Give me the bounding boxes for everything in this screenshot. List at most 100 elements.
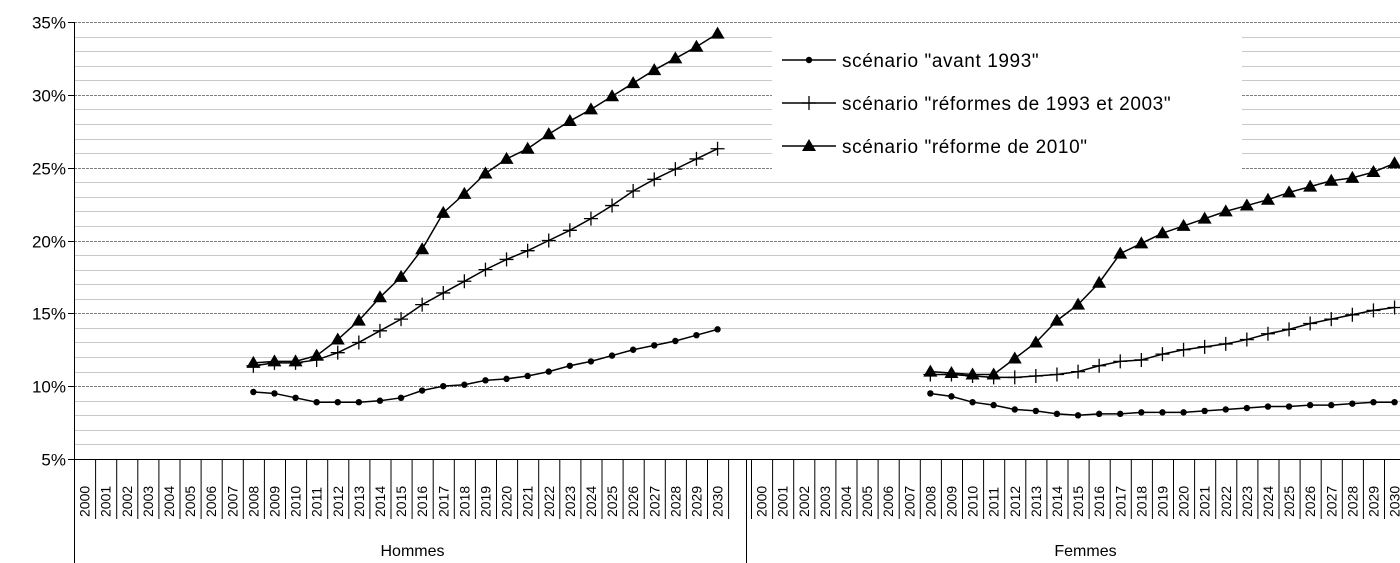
data-point: [1264, 403, 1272, 410]
data-point: [397, 394, 405, 402]
data-point: [457, 186, 472, 199]
data-point: [1071, 297, 1086, 310]
x-tick-label: 2025: [1281, 486, 1297, 517]
data-point: [1306, 401, 1314, 409]
x-tick-label: 2022: [1218, 486, 1234, 517]
data-point: [1370, 398, 1377, 406]
x-tick-label: 2030: [1387, 486, 1400, 517]
x-tick-label: 2009: [943, 486, 959, 517]
data-point: [1138, 409, 1145, 416]
x-tick-label: 2013: [1028, 486, 1044, 517]
y-tick-label: 15%: [32, 305, 66, 324]
data-point: [1197, 339, 1212, 354]
data-point: [394, 269, 409, 282]
data-point: [1028, 335, 1043, 348]
x-tick-label: 2015: [393, 486, 409, 517]
data-point: [714, 326, 721, 333]
data-point: [629, 346, 637, 353]
data-point: [372, 323, 387, 338]
data-point: [457, 274, 472, 289]
legend-item: scénario "réforme de 2010": [782, 137, 1088, 158]
data-point: [545, 368, 552, 375]
data-point: [1095, 410, 1103, 418]
x-tick-label: 2016: [414, 486, 430, 517]
data-point: [1032, 407, 1040, 415]
data-point: [693, 331, 700, 339]
data-point: [969, 398, 976, 406]
data-point: [503, 375, 510, 383]
x-tick-label: 2025: [604, 486, 620, 517]
series-3-hommes: [246, 26, 725, 368]
data-point: [1117, 410, 1124, 418]
data-point: [605, 198, 620, 213]
data-point: [436, 205, 451, 218]
plot-area: [246, 26, 1400, 419]
x-tick-label: 2014: [1049, 486, 1065, 517]
x-tick-label: 2008: [245, 486, 261, 517]
data-point: [1349, 400, 1356, 407]
data-point: [1113, 354, 1128, 369]
data-point: [583, 102, 598, 115]
x-tick-label: 2004: [838, 486, 854, 517]
data-point: [520, 243, 535, 258]
data-point: [605, 89, 620, 102]
series-2-femmes: [923, 300, 1400, 385]
series-line: [253, 148, 718, 367]
data-point: [1222, 406, 1229, 413]
x-tick-label: 2021: [520, 486, 536, 517]
x-tick-label: 2028: [667, 486, 683, 517]
x-tick-label: 2001: [775, 486, 791, 517]
data-point: [1218, 336, 1233, 351]
series-1-femmes: [927, 390, 1398, 419]
x-tick-label: 2026: [1302, 486, 1318, 517]
x-tick-label: 2019: [1154, 486, 1170, 517]
x-tick-label: 2011: [309, 487, 325, 517]
x-tick-label: 2024: [1260, 486, 1276, 517]
x-tick-label: 2003: [817, 486, 833, 517]
data-point: [562, 114, 577, 127]
x-tick-label: 2030: [710, 486, 726, 517]
data-point: [1180, 409, 1187, 416]
data-point: [1282, 322, 1297, 337]
x-tick-label: 2020: [1176, 486, 1192, 517]
data-point: [1239, 198, 1254, 211]
data-point: [1053, 410, 1061, 418]
data-point: [313, 398, 320, 406]
data-point: [1391, 398, 1398, 406]
y-tick-label: 25%: [32, 160, 66, 179]
data-point: [1007, 370, 1022, 385]
data-point: [1345, 307, 1360, 322]
x-tick-label: 2029: [1365, 486, 1381, 517]
data-point: [461, 381, 468, 388]
x-tick-label: 2007: [224, 486, 240, 517]
x-tick-label: 2014: [372, 486, 388, 517]
group-label: Femmes: [1054, 543, 1116, 560]
data-point: [1387, 156, 1400, 169]
data-point: [1239, 332, 1254, 347]
x-tick-label: 2026: [625, 486, 641, 517]
data-point: [499, 252, 514, 267]
x-tick-label: 2018: [456, 486, 472, 517]
data-point: [805, 56, 813, 64]
x-tick-label: 2003: [140, 486, 156, 517]
data-point: [351, 313, 366, 326]
data-point: [1366, 165, 1381, 178]
axes: 5% 10% 15% 20% 25% 30% 35% 2000 2001 2002 2003 2004…: [32, 14, 1400, 563]
data-point: [583, 211, 598, 226]
group-label: Hommes: [380, 543, 444, 560]
x-tick-label: 2000: [754, 486, 770, 517]
data-point: [288, 354, 303, 367]
x-tick-label: 2017: [1112, 486, 1128, 517]
x-tick-label: 2011: [986, 487, 1002, 517]
data-point: [1049, 367, 1064, 382]
data-point: [1071, 364, 1086, 379]
data-point: [292, 394, 299, 402]
data-point: [330, 332, 345, 345]
legend-label: scénario "réforme de 2010": [842, 137, 1088, 158]
data-point: [566, 362, 574, 369]
x-tick-label: 2004: [161, 486, 177, 517]
data-point: [334, 398, 341, 406]
data-point: [668, 51, 683, 64]
x-tick-label: 2012: [330, 486, 346, 517]
x-tick-label: 2008: [922, 486, 938, 517]
